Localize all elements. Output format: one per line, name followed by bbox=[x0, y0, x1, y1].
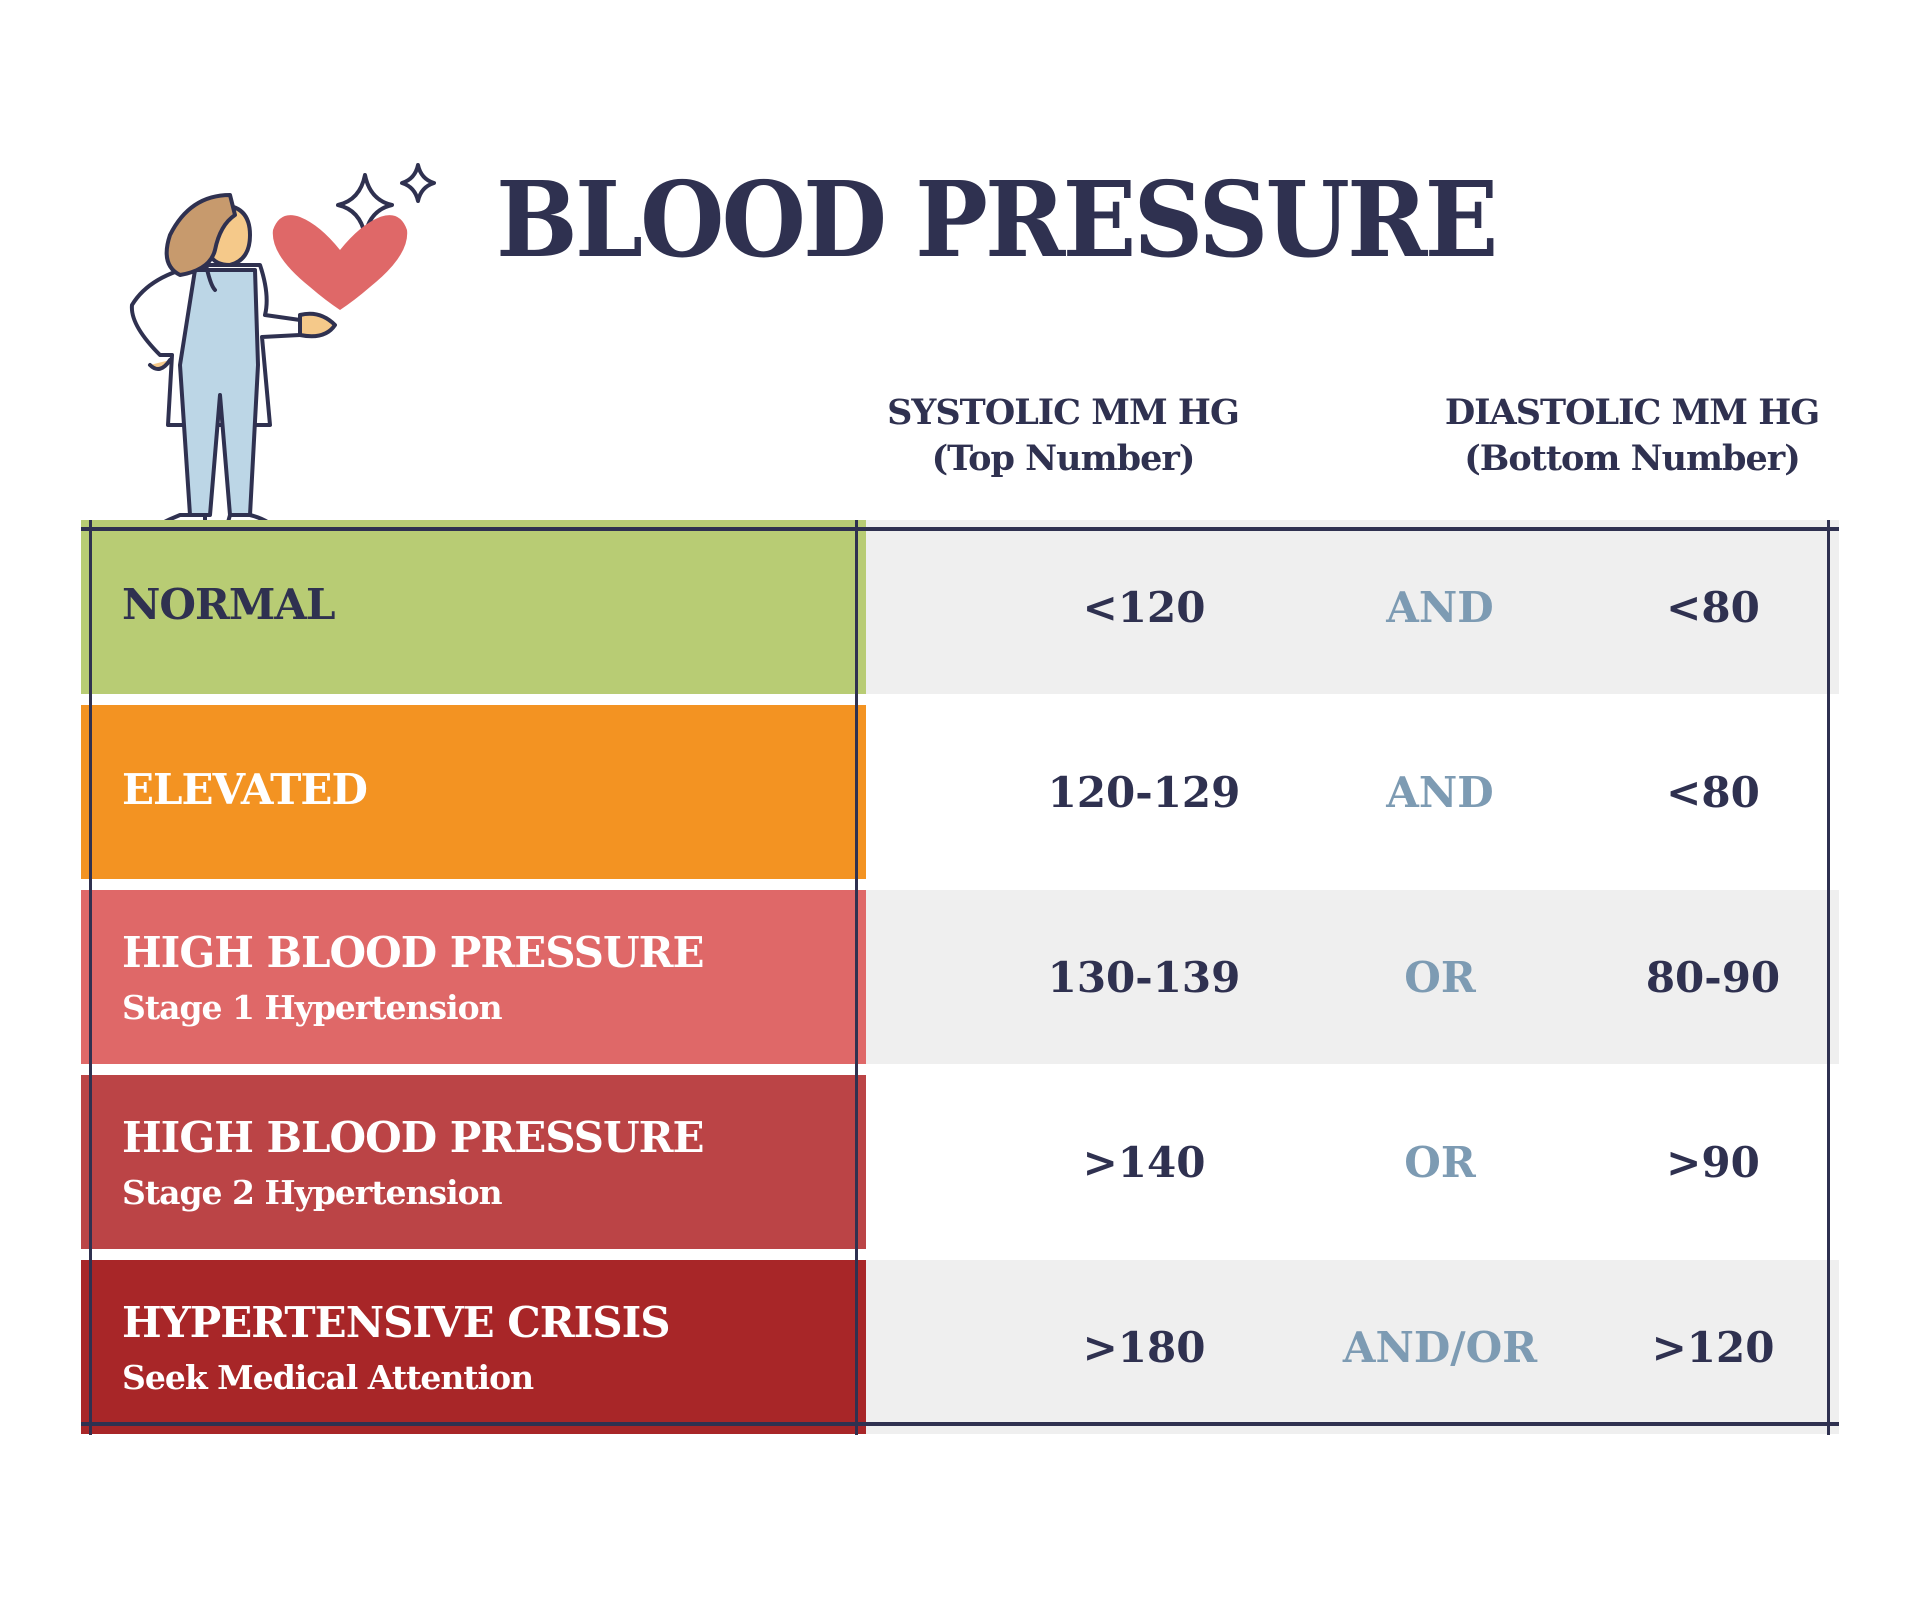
scrubs bbox=[178, 268, 260, 517]
systolic-header-sub: (Top Number) bbox=[931, 438, 1196, 479]
diastolic-header: DIASTOLIC MM HG (Bottom Number) bbox=[1422, 390, 1842, 482]
table-row: ELEVATED 120-129 AND <80 bbox=[81, 705, 1839, 879]
table-bottom-border bbox=[81, 1422, 1839, 1426]
category-sublabel: Stage 2 Hypertension bbox=[122, 1173, 503, 1212]
page-title: BLOOD PRESSURE bbox=[496, 158, 1498, 281]
values-cell: >140 OR >90 bbox=[866, 1075, 1839, 1249]
category-label: HIGH BLOOD PRESSURE bbox=[122, 1113, 705, 1162]
category-sublabel: Seek Medical Attention bbox=[122, 1358, 534, 1397]
connector-label: AND bbox=[1386, 582, 1494, 632]
systolic-header-title: SYSTOLIC MM HG bbox=[887, 392, 1240, 433]
table-row: HIGH BLOOD PRESSURE Stage 2 Hypertension… bbox=[81, 1075, 1839, 1249]
systolic-value: 130-139 bbox=[1047, 952, 1241, 1002]
diastolic-value: 80-90 bbox=[1645, 952, 1781, 1002]
diastolic-value: <80 bbox=[1666, 767, 1760, 817]
systolic-value: 120-129 bbox=[1047, 767, 1241, 817]
diastolic-header-title: DIASTOLIC MM HG bbox=[1444, 392, 1820, 433]
values-cell: <120 AND <80 bbox=[866, 520, 1839, 694]
sparkle-icon bbox=[400, 163, 436, 203]
category-label: HIGH BLOOD PRESSURE bbox=[122, 928, 705, 977]
heart-icon bbox=[272, 215, 408, 310]
table-row: HYPERTENSIVE CRISIS Seek Medical Attenti… bbox=[81, 1260, 1839, 1434]
connector-label: OR bbox=[1404, 952, 1476, 1002]
values-cell: >180 AND/OR >120 bbox=[866, 1260, 1839, 1434]
values-cell: 130-139 OR 80-90 bbox=[866, 890, 1839, 1064]
category-label: NORMAL bbox=[122, 580, 335, 629]
systolic-value: <120 bbox=[1082, 582, 1206, 632]
connector-label: OR bbox=[1404, 1137, 1476, 1187]
systolic-value: >140 bbox=[1082, 1137, 1206, 1187]
category-cell: HYPERTENSIVE CRISIS Seek Medical Attenti… bbox=[81, 1260, 866, 1434]
diastolic-value: >90 bbox=[1666, 1137, 1760, 1187]
table-right-border bbox=[1827, 520, 1830, 1435]
connector-label: AND bbox=[1386, 767, 1494, 817]
table-column-divider bbox=[855, 520, 858, 1435]
category-cell: HIGH BLOOD PRESSURE Stage 1 Hypertension bbox=[81, 890, 866, 1064]
table-left-border bbox=[89, 520, 92, 1435]
doctor-illustration bbox=[129, 163, 436, 535]
systolic-value: >180 bbox=[1082, 1322, 1206, 1372]
table-row: HIGH BLOOD PRESSURE Stage 1 Hypertension… bbox=[81, 890, 1839, 1064]
diastolic-header-sub: (Bottom Number) bbox=[1464, 438, 1801, 479]
category-sublabel: Stage 1 Hypertension bbox=[122, 988, 503, 1027]
table-row: NORMAL <120 AND <80 bbox=[81, 520, 1839, 694]
diastolic-value: >120 bbox=[1651, 1322, 1775, 1372]
diastolic-value: <80 bbox=[1666, 582, 1760, 632]
category-cell: HIGH BLOOD PRESSURE Stage 2 Hypertension bbox=[81, 1075, 866, 1249]
table-top-border bbox=[81, 527, 1839, 531]
category-cell: NORMAL bbox=[81, 520, 866, 694]
category-cell: ELEVATED bbox=[81, 705, 866, 879]
values-cell: 120-129 AND <80 bbox=[866, 705, 1839, 879]
connector-label: AND/OR bbox=[1342, 1322, 1538, 1372]
category-label: HYPERTENSIVE CRISIS bbox=[122, 1298, 671, 1347]
category-label: ELEVATED bbox=[122, 765, 368, 814]
systolic-header: SYSTOLIC MM HG (Top Number) bbox=[853, 390, 1273, 482]
